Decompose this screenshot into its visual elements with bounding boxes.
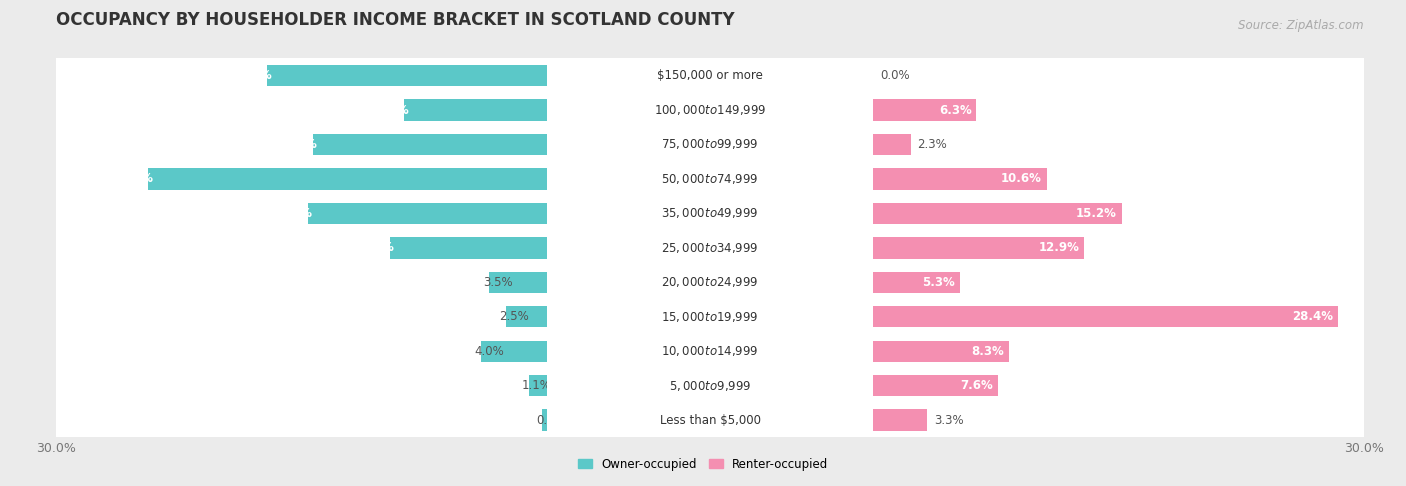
Text: 10.6%: 10.6% [1001,173,1042,186]
Bar [547,196,873,231]
Bar [547,265,873,299]
Bar [314,134,547,155]
Bar [56,93,547,127]
Bar [481,341,547,362]
Bar [873,127,1364,162]
Text: $35,000 to $49,999: $35,000 to $49,999 [661,207,759,220]
Bar [873,265,1364,299]
Bar [873,368,1364,403]
Bar [873,299,1364,334]
Text: Source: ZipAtlas.com: Source: ZipAtlas.com [1239,19,1364,33]
Text: 14.3%: 14.3% [277,138,318,151]
Text: 7.6%: 7.6% [960,379,993,392]
Bar [529,375,547,397]
Bar [873,231,1364,265]
Bar [56,403,547,437]
Text: $5,000 to $9,999: $5,000 to $9,999 [669,379,751,393]
Bar [506,306,547,328]
Bar [489,272,547,293]
Text: 5.3%: 5.3% [922,276,955,289]
Text: 1.1%: 1.1% [522,379,553,392]
Legend: Owner-occupied, Renter-occupied: Owner-occupied, Renter-occupied [572,453,834,475]
Bar [873,375,998,397]
Text: $75,000 to $99,999: $75,000 to $99,999 [661,138,759,152]
Bar [56,334,547,368]
Text: Less than $5,000: Less than $5,000 [659,414,761,427]
Text: 15.2%: 15.2% [1076,207,1116,220]
Bar [547,403,873,437]
Text: $20,000 to $24,999: $20,000 to $24,999 [661,276,759,289]
Text: OCCUPANCY BY HOUSEHOLDER INCOME BRACKET IN SCOTLAND COUNTY: OCCUPANCY BY HOUSEHOLDER INCOME BRACKET … [56,11,735,29]
Bar [547,299,873,334]
Bar [56,231,547,265]
Bar [389,237,547,259]
Bar [56,299,547,334]
Bar [547,127,873,162]
Bar [873,168,1046,190]
Text: 0.25%: 0.25% [536,414,574,427]
Text: $10,000 to $14,999: $10,000 to $14,999 [661,344,759,358]
Bar [873,58,1364,93]
Text: $25,000 to $34,999: $25,000 to $34,999 [661,241,759,255]
Bar [873,410,928,431]
Text: 9.6%: 9.6% [361,242,395,254]
Bar [873,196,1364,231]
Text: 3.5%: 3.5% [482,276,512,289]
Bar [56,196,547,231]
Text: $15,000 to $19,999: $15,000 to $19,999 [661,310,759,324]
Bar [873,341,1010,362]
Bar [267,65,547,86]
Bar [148,168,547,190]
Bar [547,334,873,368]
Bar [873,403,1364,437]
Bar [873,134,911,155]
Bar [547,58,873,93]
Bar [873,99,976,121]
Text: $50,000 to $74,999: $50,000 to $74,999 [661,172,759,186]
Bar [873,272,960,293]
Bar [873,237,1084,259]
Text: 14.6%: 14.6% [271,207,314,220]
Bar [873,334,1364,368]
Bar [56,368,547,403]
Text: 24.4%: 24.4% [111,173,153,186]
Bar [547,231,873,265]
Bar [873,162,1364,196]
Bar [405,99,547,121]
Bar [543,410,547,431]
Text: $100,000 to $149,999: $100,000 to $149,999 [654,103,766,117]
Text: 6.3%: 6.3% [939,104,972,117]
Bar [547,368,873,403]
Bar [873,306,1337,328]
Bar [56,127,547,162]
Text: 2.5%: 2.5% [499,310,529,323]
Bar [873,203,1122,224]
Bar [56,265,547,299]
Bar [308,203,547,224]
Bar [547,162,873,196]
Text: 4.0%: 4.0% [475,345,505,358]
Text: 12.9%: 12.9% [1039,242,1080,254]
Bar [56,58,547,93]
Text: 2.3%: 2.3% [918,138,948,151]
Bar [873,93,1364,127]
Bar [56,162,547,196]
Text: 8.7%: 8.7% [377,104,409,117]
Text: 0.0%: 0.0% [880,69,910,82]
Text: 17.1%: 17.1% [231,69,271,82]
Text: $150,000 or more: $150,000 or more [657,69,763,82]
Bar [547,93,873,127]
Text: 28.4%: 28.4% [1292,310,1333,323]
Text: 3.3%: 3.3% [934,414,963,427]
Text: 8.3%: 8.3% [972,345,1004,358]
